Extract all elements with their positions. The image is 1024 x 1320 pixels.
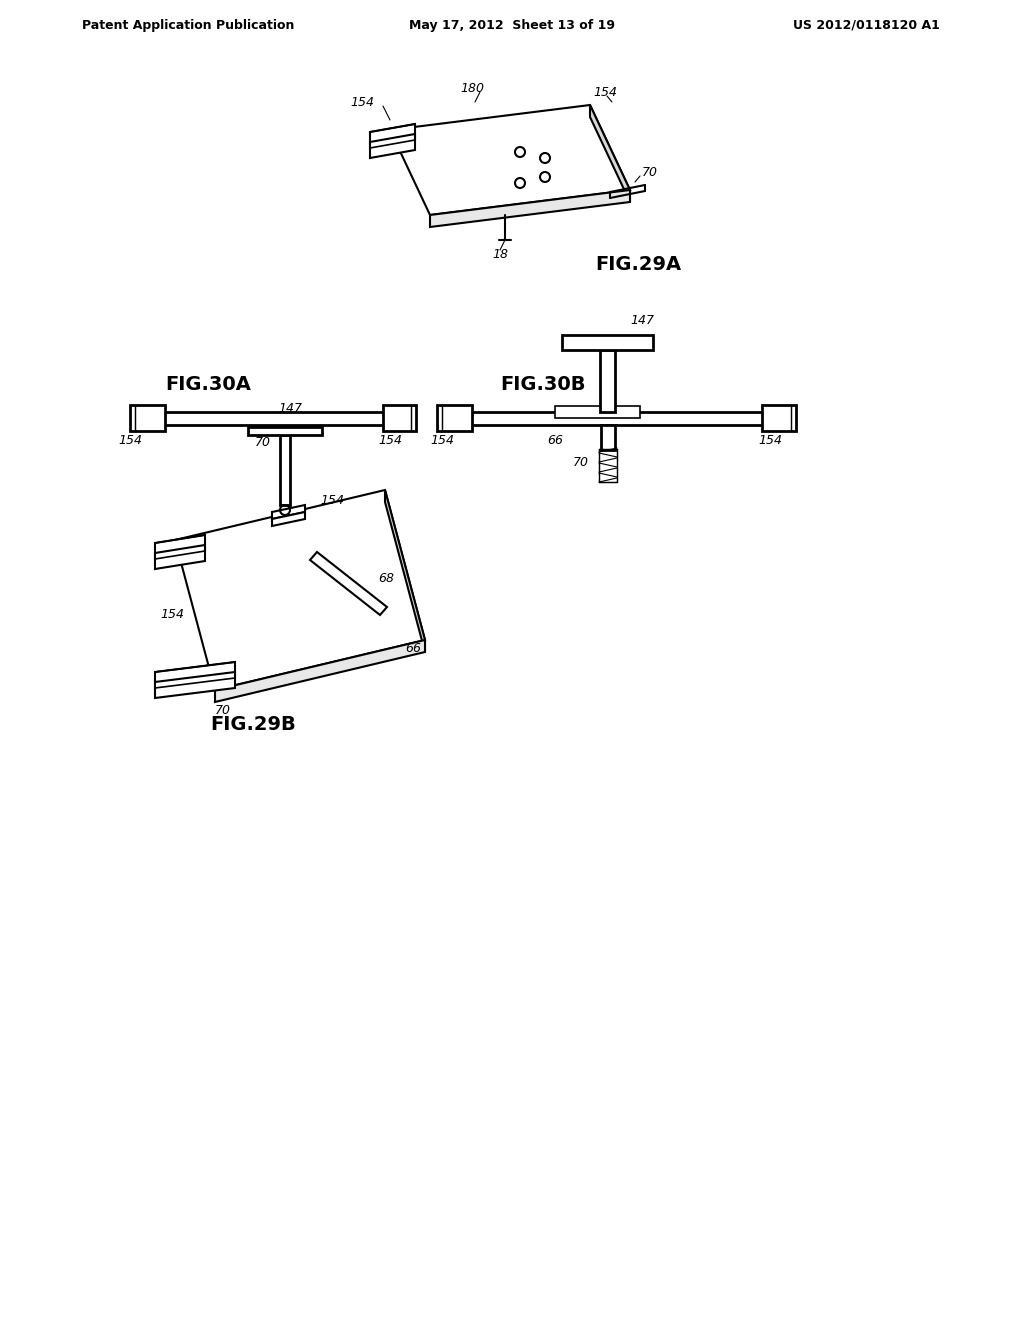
Polygon shape — [175, 490, 425, 690]
Bar — [762, 405, 796, 432]
Text: 68: 68 — [378, 572, 394, 585]
Text: 154: 154 — [430, 433, 454, 446]
Text: 66: 66 — [547, 433, 563, 446]
Text: 154: 154 — [758, 433, 782, 446]
Text: 154: 154 — [319, 494, 344, 507]
Text: 70: 70 — [642, 165, 658, 178]
Text: 66: 66 — [406, 642, 421, 655]
Text: 154: 154 — [593, 86, 617, 99]
Polygon shape — [155, 672, 234, 698]
Polygon shape — [310, 552, 387, 615]
Text: FIG.29B: FIG.29B — [210, 715, 296, 734]
Polygon shape — [370, 135, 415, 158]
Polygon shape — [155, 535, 205, 558]
Polygon shape — [590, 106, 630, 202]
Text: 154: 154 — [160, 609, 184, 622]
Text: US 2012/0118120 A1: US 2012/0118120 A1 — [794, 18, 940, 32]
Text: FIG.30B: FIG.30B — [500, 375, 586, 395]
Polygon shape — [280, 436, 290, 506]
Text: Patent Application Publication: Patent Application Publication — [82, 18, 294, 32]
Polygon shape — [430, 190, 630, 227]
Text: May 17, 2012  Sheet 13 of 19: May 17, 2012 Sheet 13 of 19 — [409, 18, 615, 32]
Polygon shape — [255, 420, 315, 425]
Text: 70: 70 — [215, 704, 231, 717]
Text: 154: 154 — [378, 433, 402, 446]
Text: 18: 18 — [492, 248, 508, 260]
Text: 70: 70 — [573, 455, 589, 469]
Bar — [555, 407, 640, 418]
Text: 147: 147 — [630, 314, 654, 326]
Text: 147: 147 — [278, 401, 302, 414]
Text: 154: 154 — [350, 95, 374, 108]
Bar — [148, 412, 398, 425]
Polygon shape — [272, 512, 305, 525]
Text: 70: 70 — [255, 437, 271, 450]
Bar — [562, 335, 653, 350]
Text: 180: 180 — [460, 82, 484, 95]
Polygon shape — [272, 506, 305, 519]
Polygon shape — [155, 663, 234, 688]
Polygon shape — [155, 545, 205, 569]
Bar — [130, 405, 165, 432]
Text: FIG.29A: FIG.29A — [595, 256, 681, 275]
Text: FIG.30A: FIG.30A — [165, 375, 251, 395]
Bar — [601, 425, 615, 450]
Bar — [455, 412, 778, 425]
Bar — [600, 350, 615, 412]
Polygon shape — [215, 640, 425, 702]
Bar — [437, 405, 472, 432]
Polygon shape — [385, 490, 425, 652]
Polygon shape — [390, 106, 630, 215]
Text: 154: 154 — [118, 433, 142, 446]
Bar — [383, 405, 416, 432]
Polygon shape — [248, 426, 322, 436]
Polygon shape — [370, 124, 415, 148]
